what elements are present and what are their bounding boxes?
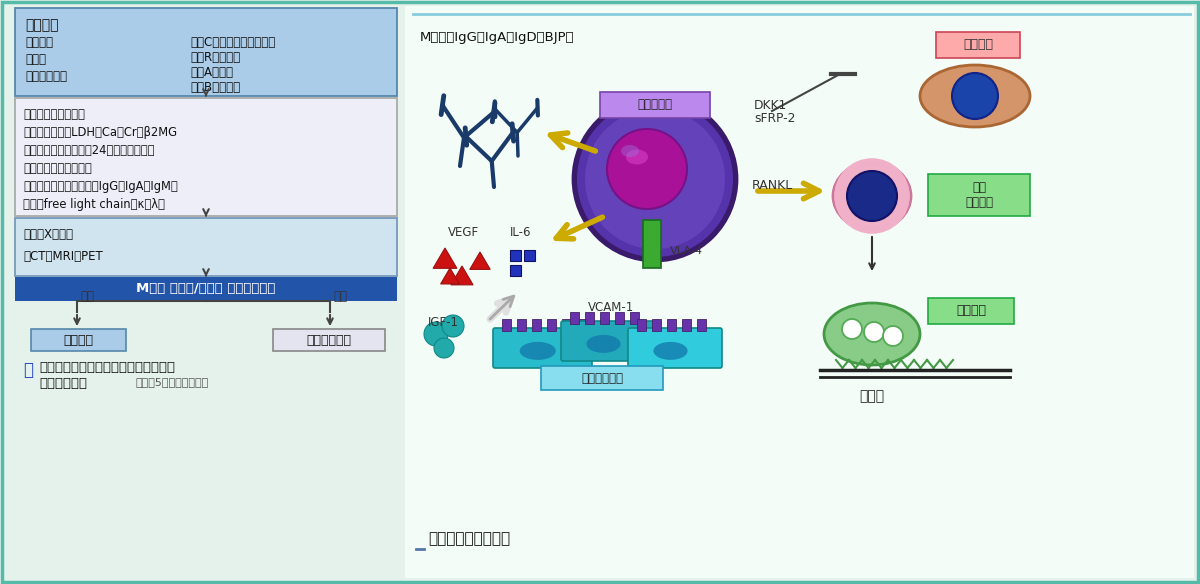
- Text: ・倦怠感: ・倦怠感: [25, 36, 53, 49]
- Text: sFRP-2: sFRP-2: [754, 112, 796, 125]
- Circle shape: [586, 109, 725, 249]
- FancyBboxPatch shape: [541, 366, 662, 390]
- FancyBboxPatch shape: [14, 218, 397, 276]
- Ellipse shape: [920, 65, 1030, 127]
- Circle shape: [442, 315, 464, 337]
- FancyBboxPatch shape: [630, 312, 640, 324]
- Ellipse shape: [622, 145, 640, 157]
- Ellipse shape: [833, 162, 911, 230]
- FancyBboxPatch shape: [628, 328, 722, 368]
- FancyBboxPatch shape: [502, 319, 511, 331]
- Text: VLA-4: VLA-4: [670, 246, 703, 256]
- Text: 破骨細胞: 破骨細胞: [956, 304, 986, 318]
- Text: 臨床所見: 臨床所見: [25, 18, 59, 32]
- FancyBboxPatch shape: [667, 319, 676, 331]
- FancyBboxPatch shape: [586, 312, 594, 324]
- FancyBboxPatch shape: [616, 312, 624, 324]
- FancyBboxPatch shape: [928, 174, 1030, 216]
- FancyBboxPatch shape: [600, 92, 710, 118]
- FancyBboxPatch shape: [652, 319, 661, 331]
- Circle shape: [577, 101, 733, 257]
- Circle shape: [847, 171, 898, 221]
- Circle shape: [574, 97, 737, 261]
- Text: 別の原因検索: 別の原因検索: [306, 333, 352, 346]
- FancyBboxPatch shape: [510, 265, 521, 276]
- FancyBboxPatch shape: [510, 250, 521, 261]
- Text: 骨髄腫細胞: 骨髄腫細胞: [637, 99, 672, 112]
- FancyBboxPatch shape: [697, 319, 706, 331]
- Text: IL-6: IL-6: [510, 226, 532, 239]
- Polygon shape: [451, 266, 473, 285]
- FancyBboxPatch shape: [14, 8, 397, 96]
- FancyBboxPatch shape: [682, 319, 691, 331]
- Text: ・（C）高カルシウム血症: ・（C）高カルシウム血症: [190, 36, 275, 49]
- Text: VEGF: VEGF: [448, 226, 479, 239]
- FancyBboxPatch shape: [600, 312, 610, 324]
- Circle shape: [864, 322, 884, 342]
- Circle shape: [952, 73, 998, 119]
- Circle shape: [883, 326, 904, 346]
- Circle shape: [842, 319, 862, 339]
- Polygon shape: [440, 268, 460, 284]
- Ellipse shape: [520, 342, 556, 360]
- Text: RANKL: RANKL: [752, 179, 793, 192]
- Text: 破骨
前駆細胞: 破骨 前駆細胞: [965, 181, 994, 209]
- FancyBboxPatch shape: [14, 277, 397, 301]
- FancyBboxPatch shape: [637, 319, 646, 331]
- FancyBboxPatch shape: [562, 321, 655, 361]
- Text: （文献5より改変引用）: （文献5より改変引用）: [134, 377, 209, 387]
- Text: ・血清free light chain（κ，λ）: ・血清free light chain（κ，λ）: [23, 198, 164, 211]
- Text: ・（B）骨病変: ・（B）骨病変: [190, 81, 240, 94]
- Text: ・（R）腎障害: ・（R）腎障害: [190, 51, 240, 64]
- Polygon shape: [433, 248, 457, 268]
- Ellipse shape: [653, 342, 688, 360]
- FancyBboxPatch shape: [406, 6, 1194, 578]
- FancyBboxPatch shape: [547, 319, 556, 331]
- Text: あり: あり: [80, 290, 94, 303]
- FancyBboxPatch shape: [524, 250, 535, 261]
- Text: M蛋白 および/または 骨病変の検出: M蛋白 および/または 骨病変の検出: [137, 283, 276, 296]
- Text: なし: なし: [334, 290, 347, 303]
- Text: ・CT，MRI，PET: ・CT，MRI，PET: [23, 250, 103, 263]
- Text: 断アプローチ: 断アプローチ: [38, 377, 88, 390]
- FancyBboxPatch shape: [517, 319, 526, 331]
- FancyBboxPatch shape: [570, 312, 580, 324]
- FancyBboxPatch shape: [562, 319, 571, 331]
- Text: ・（A）貧血: ・（A）貧血: [190, 66, 233, 79]
- Ellipse shape: [824, 303, 920, 365]
- Text: M蛋白（IgG，IgA，IgD，BJP）: M蛋白（IgG，IgA，IgD，BJP）: [420, 31, 575, 44]
- Text: 骨髄検査: 骨髄検査: [64, 333, 94, 346]
- Text: 骨芽細胞: 骨芽細胞: [964, 39, 994, 51]
- Circle shape: [607, 129, 686, 209]
- Ellipse shape: [626, 150, 648, 165]
- FancyBboxPatch shape: [936, 32, 1020, 58]
- FancyBboxPatch shape: [274, 329, 385, 351]
- Text: ・血清・尿免疫固定法: ・血清・尿免疫固定法: [23, 162, 91, 175]
- Text: ・血清・尿蛋白分画，24時間尿蛋白定量: ・血清・尿蛋白分画，24時間尿蛋白定量: [23, 144, 155, 157]
- Text: 多発性骨髄腫の病態: 多発性骨髄腫の病態: [428, 531, 510, 546]
- Text: ・単純X線検査: ・単純X線検査: [23, 228, 73, 241]
- Text: 骨髄間質細胞: 骨髄間質細胞: [581, 371, 623, 384]
- Text: ・アルブミン，LDH，Ca，Cr，β2MG: ・アルブミン，LDH，Ca，Cr，β2MG: [23, 126, 178, 139]
- FancyBboxPatch shape: [532, 319, 541, 331]
- Text: 骨吸収: 骨吸収: [859, 389, 884, 403]
- Text: DKK1: DKK1: [754, 99, 787, 112]
- Circle shape: [434, 338, 454, 358]
- Ellipse shape: [587, 335, 620, 353]
- FancyBboxPatch shape: [643, 220, 661, 268]
- FancyBboxPatch shape: [493, 328, 592, 368]
- FancyBboxPatch shape: [577, 319, 586, 331]
- Text: ・血算，白血球分類: ・血算，白血球分類: [23, 108, 85, 121]
- Text: ：: ：: [23, 361, 34, 379]
- FancyBboxPatch shape: [31, 329, 126, 351]
- Polygon shape: [470, 252, 491, 269]
- FancyBboxPatch shape: [14, 98, 397, 216]
- Text: ・総蛋白高値: ・総蛋白高値: [25, 70, 67, 83]
- Text: ・骨痛: ・骨痛: [25, 53, 46, 66]
- Circle shape: [424, 322, 448, 346]
- Text: IGF-1: IGF-1: [428, 316, 458, 329]
- Text: 多発性骨髄腫の診断に必要な検査と診: 多発性骨髄腫の診断に必要な検査と診: [38, 361, 175, 374]
- Text: VCAM-1: VCAM-1: [588, 301, 635, 314]
- FancyBboxPatch shape: [928, 298, 1014, 324]
